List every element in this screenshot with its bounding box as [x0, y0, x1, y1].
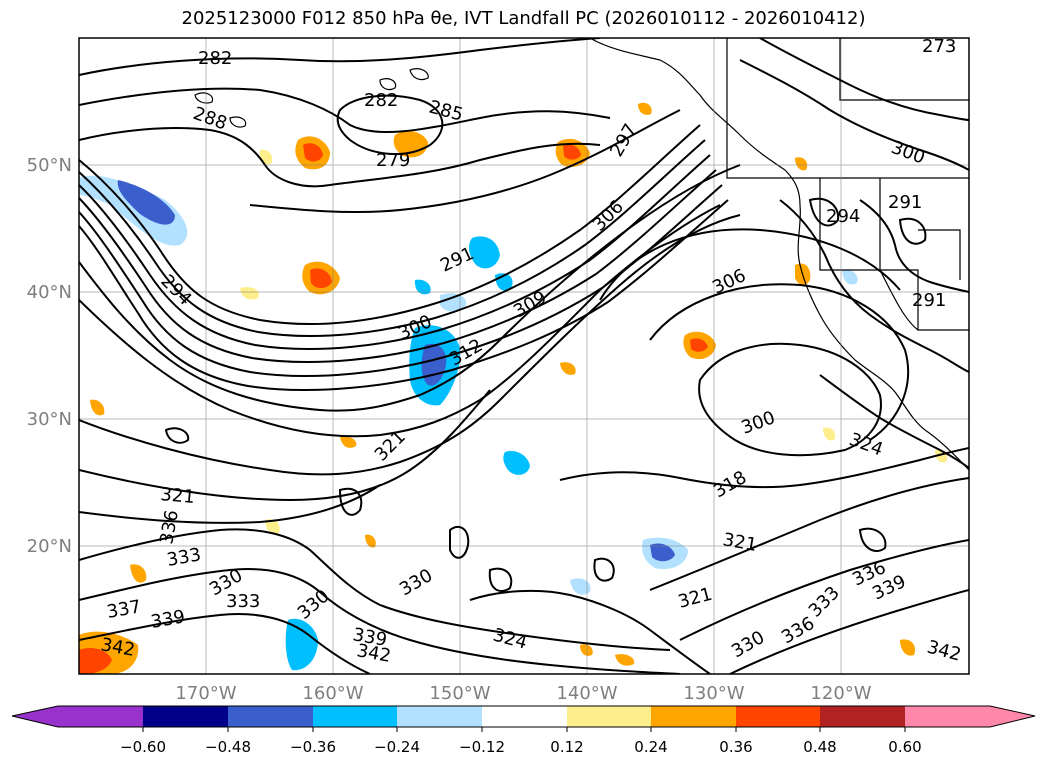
- lon-tick-label: 120°W: [810, 683, 871, 704]
- colorbar-outline: [11, 705, 1036, 728]
- colorbar-segment: [397, 706, 482, 727]
- colorbar-extend-min: [12, 706, 58, 727]
- lon-tick-label: 150°W: [429, 683, 490, 704]
- colorbar-segment: [313, 706, 397, 727]
- contour-label: 321: [160, 484, 196, 508]
- colorbar-tick-label: −0.48: [205, 738, 251, 756]
- colorbar-tick-label: −0.12: [459, 738, 505, 756]
- contour-label: 291: [888, 192, 922, 213]
- lat-tick-label: 20°N: [27, 536, 72, 557]
- colorbar-segment: [820, 706, 905, 727]
- lon-tick-label: 170°W: [175, 683, 236, 704]
- colorbar-extend-max: [990, 706, 1035, 727]
- colorbar-segment: [228, 706, 313, 727]
- contour-label: 333: [226, 591, 260, 612]
- colorbar: −0.60 −0.48 −0.36 −0.24 −0.12 0.12 0.24 …: [11, 705, 1036, 756]
- colorbar-tick-label: 0.48: [803, 738, 836, 756]
- lat-tick-label: 50°N: [27, 155, 72, 176]
- lat-tick-label: 30°N: [27, 409, 72, 430]
- colorbar-segment: [143, 706, 228, 727]
- plot-area: [79, 38, 969, 674]
- lat-tick-label: 40°N: [27, 282, 72, 303]
- colorbar-tick-label: 0.12: [550, 738, 583, 756]
- colorbar-tick-label: −0.36: [290, 738, 336, 756]
- contour-label: 291: [912, 290, 946, 311]
- lon-tick-label: 140°W: [556, 683, 617, 704]
- coastlines: [194, 38, 969, 471]
- colorbar-segment: [651, 706, 736, 727]
- colorbar-tick-label: 0.36: [719, 738, 752, 756]
- colorbar-tick-label: 0.60: [888, 738, 921, 756]
- contour-label: 282: [364, 90, 398, 111]
- theta-e-contours: [79, 38, 969, 674]
- colorbar-segment: [905, 706, 990, 727]
- colorbar-ticks: [142, 727, 906, 732]
- colorbar-segment: [736, 706, 820, 727]
- lon-axis: 170°W 160°W 150°W 140°W 130°W 120°W: [175, 683, 871, 704]
- lon-tick-label: 160°W: [302, 683, 363, 704]
- colorbar-tick-label: −0.60: [120, 738, 166, 756]
- colorbar-segment: [567, 706, 651, 727]
- contour-label: 273: [922, 36, 956, 57]
- contour-label: 294: [826, 206, 860, 227]
- colorbar-segment: [58, 706, 143, 727]
- plot-frame: [78, 37, 970, 675]
- colorbar-segment: [482, 706, 567, 727]
- contour-label: 282: [198, 48, 232, 69]
- contour-label: 279: [376, 150, 410, 171]
- lat-axis: 50°N 40°N 30°N 20°N: [27, 155, 72, 557]
- lon-tick-label: 130°W: [683, 683, 744, 704]
- colorbar-tick-label: 0.24: [634, 738, 667, 756]
- map-title: 2025123000 F012 850 hPa θe, IVT Landfall…: [181, 8, 866, 29]
- colorbar-tick-label: −0.24: [374, 738, 420, 756]
